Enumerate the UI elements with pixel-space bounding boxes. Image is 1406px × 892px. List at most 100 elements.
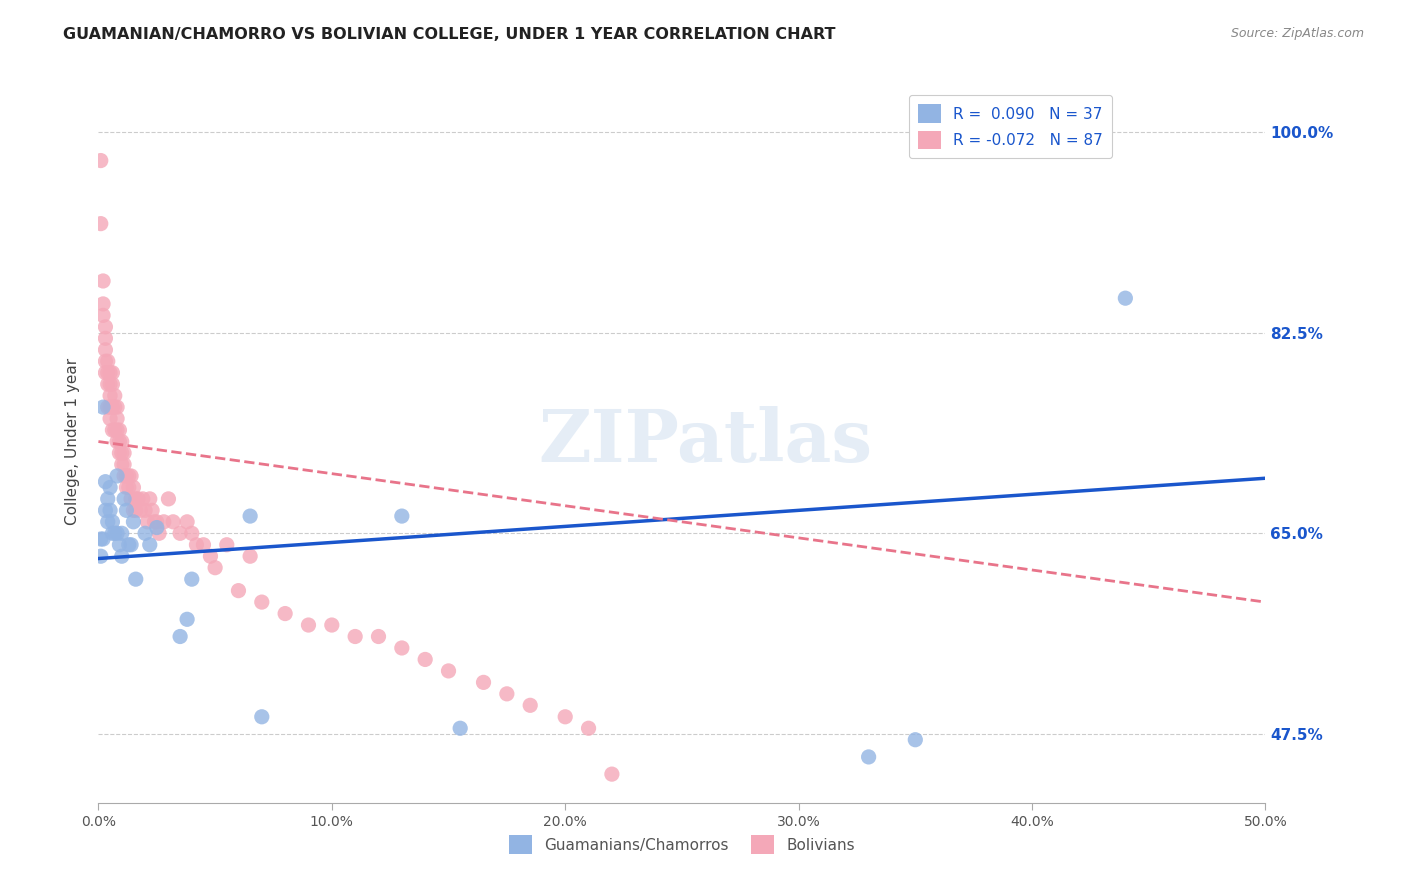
Point <box>391 640 413 655</box>
Point <box>152 515 174 529</box>
Point <box>94 503 117 517</box>
Point <box>118 469 141 483</box>
Point <box>97 491 120 506</box>
Point <box>97 354 120 368</box>
Point <box>200 549 222 564</box>
Point <box>297 618 319 632</box>
Text: GUAMANIAN/CHAMORRO VS BOLIVIAN COLLEGE, UNDER 1 YEAR CORRELATION CHART: GUAMANIAN/CHAMORRO VS BOLIVIAN COLLEGE, … <box>63 27 835 42</box>
Point <box>437 664 460 678</box>
Point <box>94 475 117 489</box>
Point <box>101 366 124 380</box>
Point <box>97 515 120 529</box>
Point <box>496 687 519 701</box>
Point <box>108 446 131 460</box>
Point <box>115 503 138 517</box>
Point <box>101 515 124 529</box>
Point <box>105 400 128 414</box>
Point <box>122 480 145 494</box>
Point <box>91 309 114 323</box>
Point <box>143 515 166 529</box>
Point <box>250 595 273 609</box>
Point <box>105 411 128 425</box>
Point <box>169 526 191 541</box>
Point <box>111 549 134 564</box>
Point <box>1114 291 1136 305</box>
Point <box>111 446 134 460</box>
Point <box>215 538 238 552</box>
Point <box>94 343 117 357</box>
Point <box>98 377 121 392</box>
Point <box>98 389 121 403</box>
Point <box>111 434 134 449</box>
Point <box>97 377 120 392</box>
Point <box>125 491 148 506</box>
Point <box>94 366 117 380</box>
Point <box>108 423 131 437</box>
Point <box>104 423 127 437</box>
Point <box>101 377 124 392</box>
Point <box>105 423 128 437</box>
Point <box>111 526 134 541</box>
Point <box>134 526 156 541</box>
Point <box>413 652 436 666</box>
Point <box>146 515 169 529</box>
Point <box>139 491 162 506</box>
Point <box>180 526 202 541</box>
Point <box>101 400 124 414</box>
Point <box>239 509 262 524</box>
Point <box>108 434 131 449</box>
Point <box>120 469 142 483</box>
Point <box>112 491 135 506</box>
Point <box>127 491 149 506</box>
Point <box>578 721 600 735</box>
Point <box>98 400 121 414</box>
Point <box>111 458 134 472</box>
Point <box>118 480 141 494</box>
Point <box>91 297 114 311</box>
Point <box>90 153 112 168</box>
Y-axis label: College, Under 1 year: College, Under 1 year <box>65 358 80 525</box>
Point <box>94 354 117 368</box>
Point <box>186 538 208 552</box>
Point <box>449 721 471 735</box>
Point <box>120 538 142 552</box>
Point <box>176 612 198 626</box>
Point <box>176 515 198 529</box>
Point <box>180 572 202 586</box>
Point <box>122 515 145 529</box>
Point <box>321 618 343 632</box>
Point <box>91 532 114 546</box>
Point <box>104 400 127 414</box>
Point <box>112 469 135 483</box>
Point <box>125 572 148 586</box>
Point <box>204 560 226 574</box>
Point <box>94 319 117 334</box>
Point <box>122 503 145 517</box>
Point <box>129 503 152 517</box>
Point <box>904 732 927 747</box>
Point <box>115 480 138 494</box>
Point <box>120 491 142 506</box>
Point <box>134 503 156 517</box>
Point <box>105 434 128 449</box>
Point <box>112 446 135 460</box>
Point <box>519 698 541 713</box>
Point <box>108 538 131 552</box>
Point <box>97 366 120 380</box>
Point <box>274 607 297 621</box>
Text: Source: ZipAtlas.com: Source: ZipAtlas.com <box>1230 27 1364 40</box>
Point <box>600 767 623 781</box>
Point <box>344 630 367 644</box>
Point <box>193 538 215 552</box>
Point <box>391 509 413 524</box>
Point <box>101 526 124 541</box>
Point <box>115 469 138 483</box>
Point <box>101 423 124 437</box>
Point <box>136 515 159 529</box>
Point <box>90 217 112 231</box>
Point <box>98 503 121 517</box>
Point <box>250 710 273 724</box>
Point <box>91 274 114 288</box>
Point <box>228 583 250 598</box>
Point <box>239 549 262 564</box>
